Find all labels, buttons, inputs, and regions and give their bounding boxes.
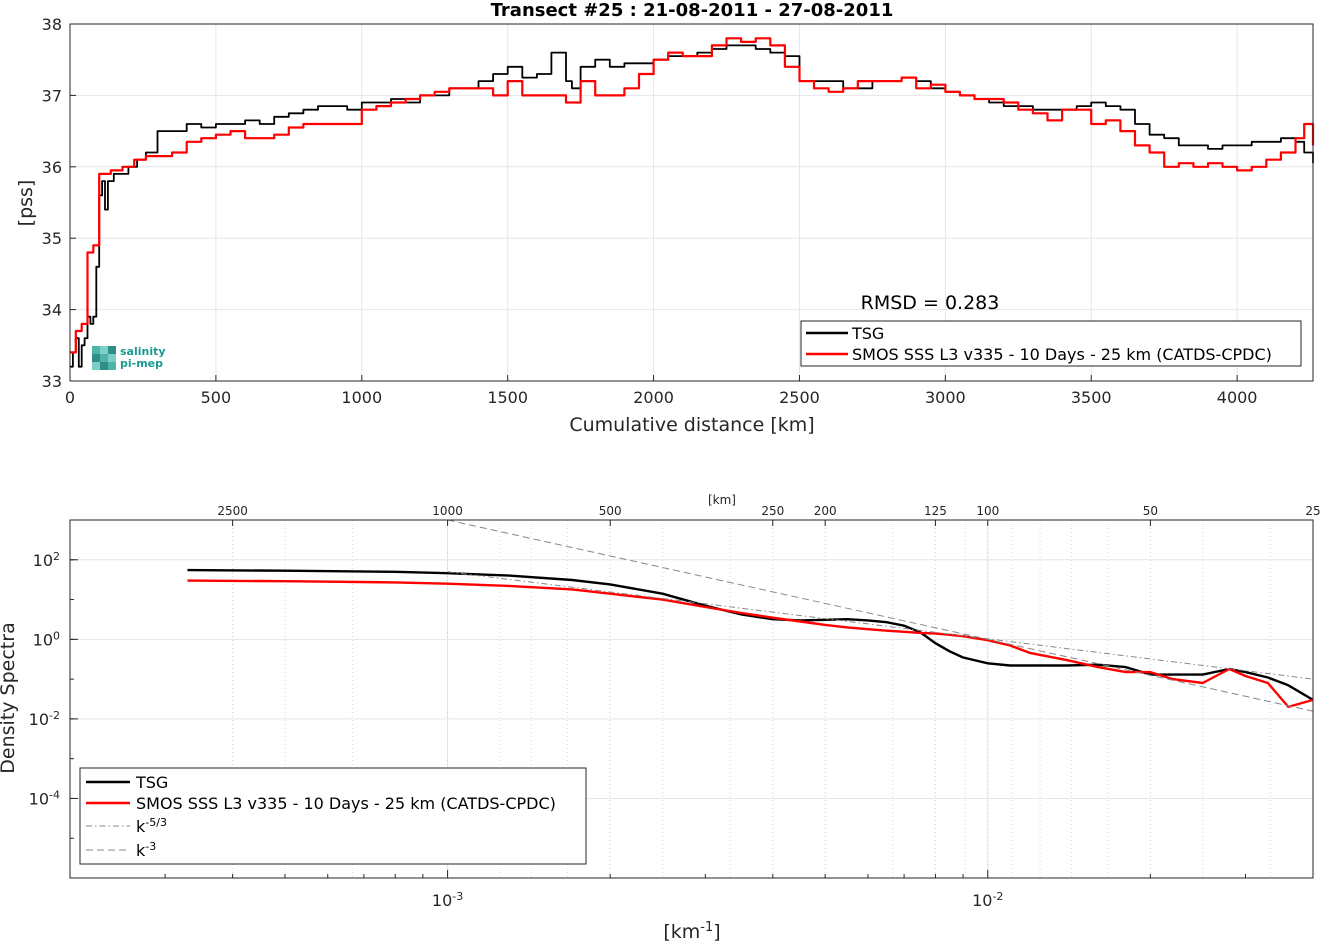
bottom-top-tick-label: 125: [924, 504, 947, 518]
top-legend-box: [800, 320, 1302, 367]
top-y-tick-label: 35: [42, 229, 62, 248]
top-x-tick-label: 500: [201, 388, 232, 407]
top-y-tick-label: 38: [42, 15, 62, 34]
bottom-y-tick-label: 100: [33, 629, 60, 650]
svg-text:pi-mep: pi-mep: [120, 357, 163, 370]
top-chart-title: Transect #25 : 21-08-2011 - 27-08-2011: [491, 0, 894, 21]
top-legend-label-tsg: TSG: [851, 324, 884, 343]
top-x-tick-label: 1500: [487, 388, 528, 407]
bottom-legend: TSG SMOS SSS L3 v335 - 10 Days - 25 km (…: [79, 767, 587, 865]
top-x-tick-label: 2500: [779, 388, 820, 407]
top-x-tick-label: 4000: [1217, 388, 1258, 407]
top-y-ticks: 33 34 35 36 37 38: [42, 15, 76, 391]
top-x-tick-label: 0: [65, 388, 75, 407]
bottom-series-line-smos: [187, 579, 1314, 709]
bottom-top-tick-label: 50: [1143, 504, 1158, 518]
rmsd-annotation: RMSD = 0.283: [861, 292, 1000, 314]
top-chart: Transect #25 : 21-08-2011 - 27-08-2011 0…: [15, 0, 1315, 436]
bottom-top-tick-label: 200: [814, 504, 837, 518]
top-y-tick-label: 36: [42, 158, 62, 177]
top-y-tick-label: 37: [42, 86, 62, 105]
bottom-x-tick-label: 10-3: [432, 890, 463, 911]
bottom-legend-label-tsg: TSG: [135, 773, 168, 792]
top-series: [70, 37, 1315, 368]
bottom-y-ticks: 102 100 10-2 10-4: [29, 519, 78, 879]
bottom-x-ticks: 10-3 10-2: [69, 870, 1314, 911]
top-axis-unit-label: [km]: [708, 493, 736, 507]
top-x-tick-label: 1000: [341, 388, 382, 407]
top-series-line-smos: [70, 37, 1315, 354]
top-y-tick-label: 33: [42, 372, 62, 391]
bottom-legend-box: [79, 767, 587, 865]
bottom-series-line-k3: [447, 519, 1314, 712]
salinity-pi-mep-logo: salinity pi-mep: [92, 345, 166, 370]
bottom-top-tick-label: 25: [1305, 504, 1320, 518]
top-legend: TSG SMOS SSS L3 v335 - 10 Days - 25 km (…: [800, 320, 1302, 367]
bottom-chart: 10-3 10-2 102 100 10-2 10-4 2500 1000 500 250 20…: [0, 493, 1321, 942]
bottom-legend-label-smos: SMOS SSS L3 v335 - 10 Days - 25 km (CATD…: [136, 794, 556, 813]
bottom-x-axis-label: [km-1]: [663, 920, 720, 942]
bottom-top-tick-label: 2500: [217, 504, 248, 518]
top-x-tick-label: 3000: [925, 388, 966, 407]
top-y-axis-label: [pss]: [15, 180, 37, 227]
bottom-y-tick-label: 10-2: [29, 708, 60, 729]
top-x-tick-label: 2000: [633, 388, 674, 407]
bottom-x-tick-label: 10-2: [972, 890, 1003, 911]
bottom-legend-label-k53: k-5/3: [136, 816, 167, 837]
top-x-ticks: 0 500 1000 1500 2000 2500 3000 3500 4000: [65, 375, 1258, 407]
bottom-top-tick-label: 1000: [432, 504, 463, 518]
bottom-legend-label-k3: k-3: [136, 840, 156, 861]
bottom-y-tick-label: 10-4: [29, 788, 60, 809]
bottom-series: [187, 519, 1314, 712]
bottom-top-tick-label: 250: [761, 504, 784, 518]
top-plot-frame: [69, 23, 1314, 382]
top-y-tick-label: 34: [42, 301, 62, 320]
bottom-top-tick-label: 500: [599, 504, 622, 518]
bottom-top-axis-ticks: 2500 1000 500 250 200 125 100 50 25: [217, 504, 1321, 526]
bottom-y-axis-label: Density Spectra: [0, 622, 19, 773]
bottom-y-tick-label: 102: [33, 549, 60, 570]
top-x-axis-label: Cumulative distance [km]: [569, 414, 814, 436]
bottom-series-line-k53: [447, 571, 1314, 680]
logo-text: salinity: [120, 345, 166, 358]
top-x-tick-label: 3500: [1071, 388, 1112, 407]
top-series-line-tsg: [70, 44, 1314, 368]
bottom-top-tick-label: 100: [976, 504, 999, 518]
bottom-plot-frame: [69, 519, 1314, 879]
top-legend-label-smos: SMOS SSS L3 v335 - 10 Days - 25 km (CATD…: [852, 345, 1272, 364]
bottom-series-line-tsg: [187, 568, 1314, 701]
